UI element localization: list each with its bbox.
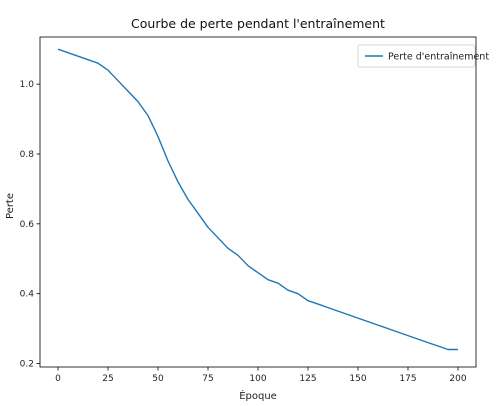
y-tick-label: 0.8 [20,150,35,160]
plot-area: 0 25 50 75 100 125 150 175 200 0.2 0.4 0.6 0.8 1.0 [20,36,477,384]
x-tick-label: 50 [152,374,164,384]
y-tick-label: 0.2 [20,360,34,370]
legend-box [357,44,476,68]
legend: Perte d'entraînement [357,44,489,68]
x-tick-label: 150 [349,374,366,384]
x-tick-label: 125 [299,374,316,384]
x-tick-label: 25 [102,374,113,384]
legend-label: Perte d'entraînement [388,52,489,63]
x-axis-title: Époque [239,389,277,402]
x-tick-label: 175 [399,374,416,384]
y-tick-label: 0.6 [20,220,35,230]
y-tick-label: 0.4 [20,290,35,300]
y-tick-label: 1.0 [20,80,35,90]
x-tick-label: 0 [55,374,61,384]
x-tick-label: 100 [249,374,266,384]
x-tick-label: 75 [202,374,213,384]
y-axis-title: Perte [5,193,16,219]
x-tick-label: 200 [449,374,466,384]
chart-title: Courbe de perte pendant l'entraînement [131,16,385,31]
plot-frame [39,36,477,368]
loss-series-line [57,48,458,351]
